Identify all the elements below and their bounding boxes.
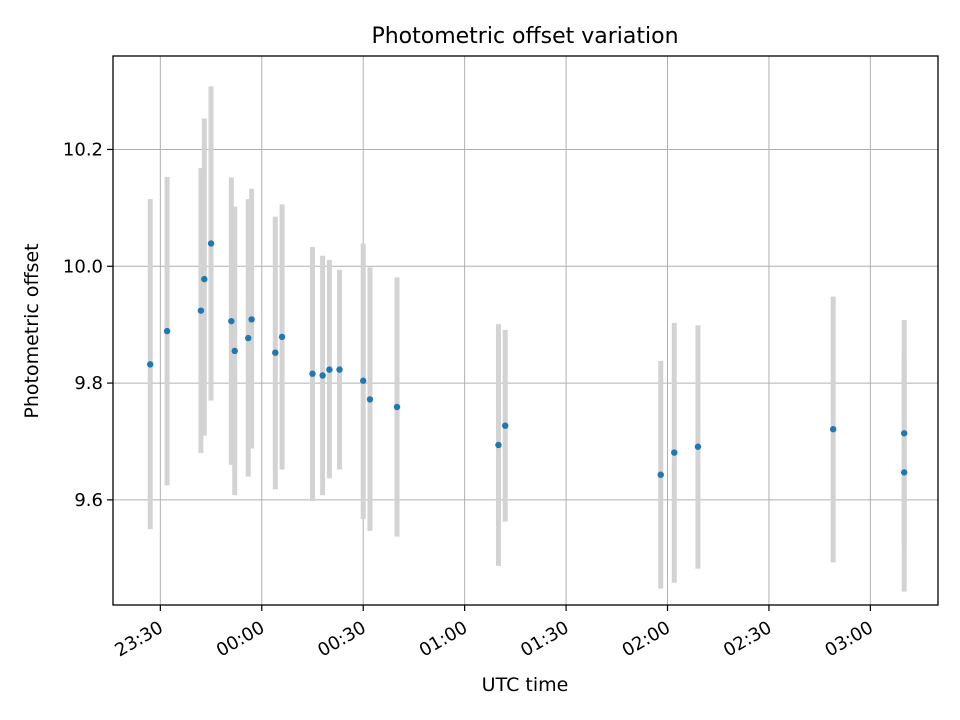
data-point [278,333,286,341]
plot-frame [112,55,939,606]
data-point [326,366,333,373]
data-point [366,396,374,403]
data-point [201,275,208,283]
data-point [671,449,678,456]
y-tick-label: 9.6 [74,490,103,511]
data-point [829,426,837,433]
data-point [245,334,252,342]
data-point [163,327,171,335]
data-point [900,469,908,476]
data-point [495,441,502,449]
y-tick-label: 9.8 [74,373,103,394]
data-point [336,366,343,373]
data-point [502,422,509,429]
y-tick-label: 10.0 [63,256,103,277]
chart-title: Photometric offset variation [371,24,678,49]
y-axis-ticks: 9.6 9.8 10.0 10.2 [63,139,113,511]
x-axis-label: UTC time [482,674,569,696]
data-point [657,471,664,478]
data-point [360,377,367,384]
data-points [146,240,908,478]
data-point [319,372,326,379]
data-point [393,403,401,411]
data-point [309,370,316,377]
data-point [248,316,255,323]
data-point [272,349,279,356]
data-point [900,430,908,437]
data-point [231,347,238,355]
data-point [197,307,205,314]
data-point [694,443,702,450]
y-tick-label: 10.2 [63,139,103,160]
y-axis-label: Photometric offset [21,243,43,418]
data-point [228,317,235,325]
data-point [146,361,154,368]
data-point [207,240,215,247]
